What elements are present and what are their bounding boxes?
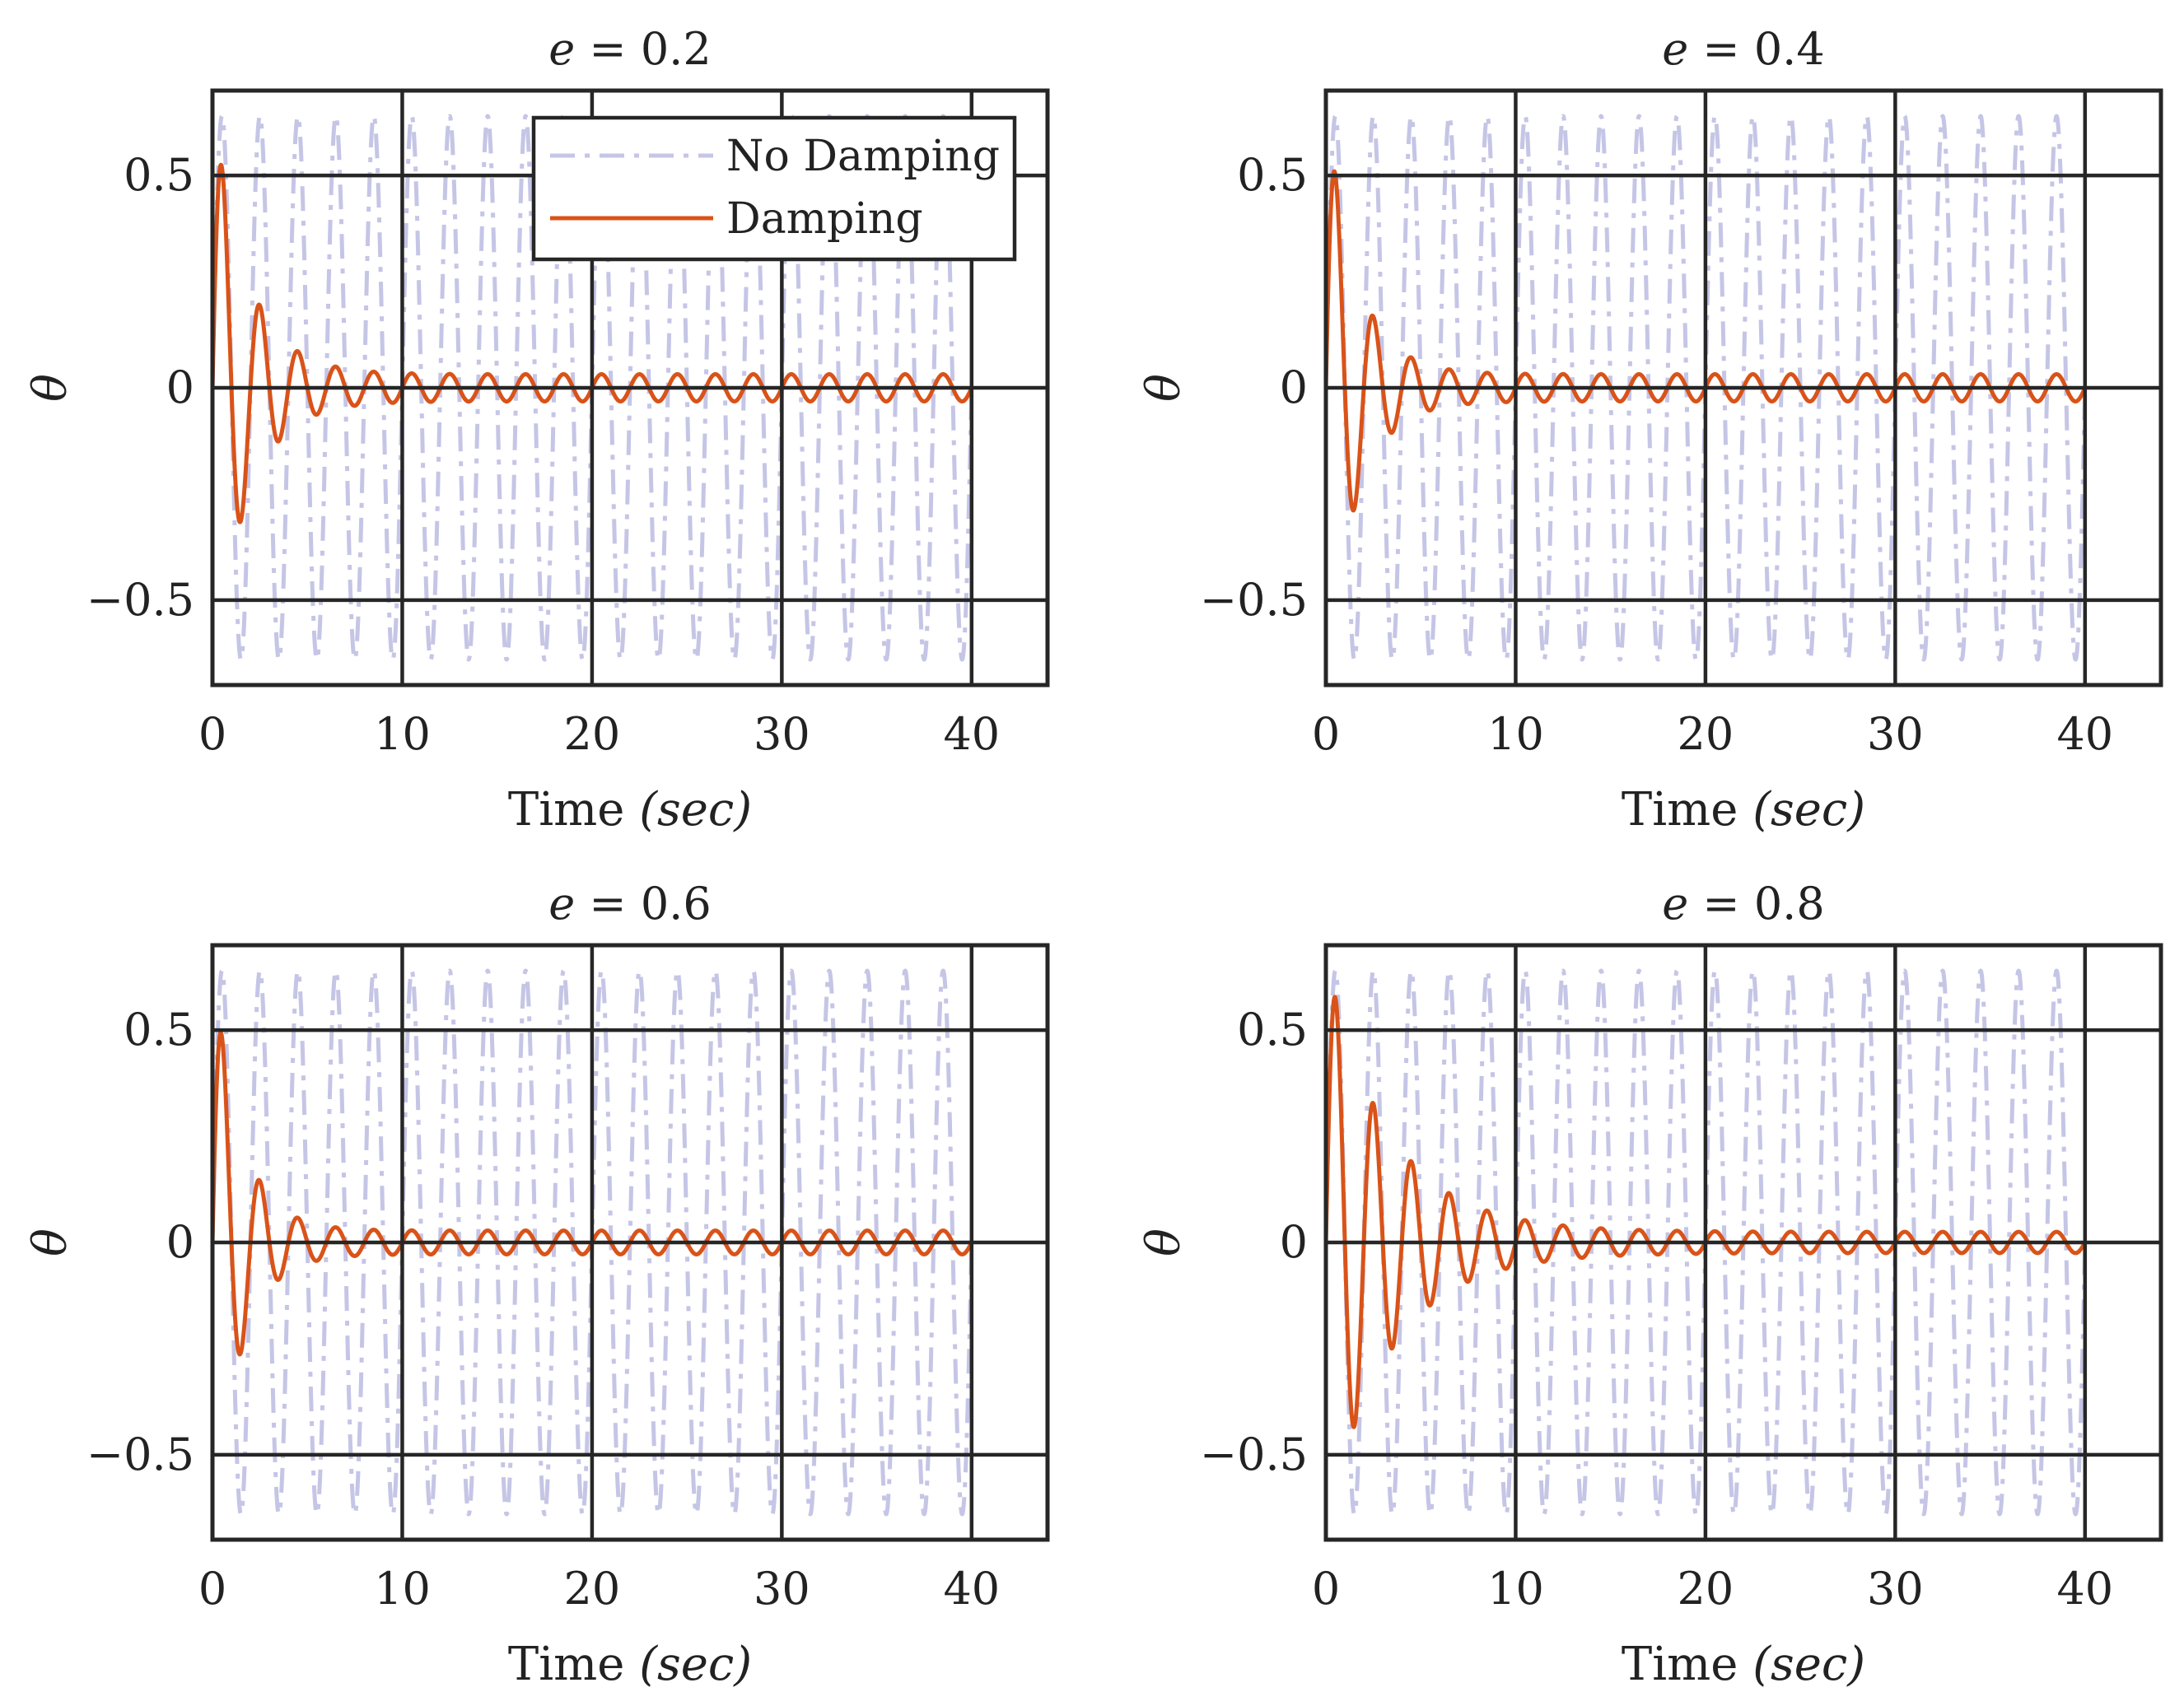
axes-frame (210, 88, 1050, 688)
legend: No Damping Damping (531, 115, 1017, 262)
x-tick-label: 20 (1678, 1563, 1734, 1615)
x-tick-label: 40 (2056, 708, 2113, 760)
y-axis-label: θ (1137, 374, 1191, 402)
x-axis-label: Time (sec) (508, 1638, 752, 1691)
y-axis-label: θ (1137, 1228, 1191, 1256)
y-tick-label: 0 (166, 361, 194, 413)
x-tick-label: 30 (1867, 708, 1924, 760)
chart-panel-3: 0 10 20 30 40 0.5 0 −0.5 e = 0.6 Time (sec) θ (24, 878, 1050, 1691)
legend-box (531, 115, 1017, 262)
y-tick-label: 0 (1280, 361, 1308, 413)
x-tick-label: 10 (1487, 1563, 1544, 1615)
x-tick-label: 10 (374, 708, 431, 760)
x-tick-label: 20 (564, 708, 621, 760)
y-tick-label: 0.5 (1237, 1004, 1308, 1056)
x-tick-label: 10 (374, 1563, 431, 1615)
axes-frame (1323, 88, 2163, 688)
y-tick-label: 0.5 (124, 149, 194, 201)
chart-panel-2: 0 10 20 30 40 0.5 0 −0.5 e = 0.4 Time (sec) θ (1137, 23, 2163, 837)
chart-title: e = 0.8 (1662, 878, 1824, 930)
x-tick-label: 0 (1312, 708, 1340, 760)
x-tick-label: 40 (943, 708, 1000, 760)
x-axis-label: Time (sec) (1622, 1638, 1865, 1691)
x-tick-label: 30 (754, 708, 810, 760)
x-tick-label: 0 (198, 1563, 226, 1615)
y-tick-label: 0.5 (124, 1004, 194, 1056)
y-axis-label: θ (24, 374, 77, 402)
x-tick-label: 30 (754, 1563, 810, 1615)
chart-panel-4: 0 10 20 30 40 0.5 0 −0.5 e = 0.8 Time (sec) θ (1137, 878, 2163, 1691)
chart-title: e = 0.2 (548, 23, 711, 75)
x-tick-label: 30 (1867, 1563, 1924, 1615)
chart-title: e = 0.6 (548, 878, 711, 930)
x-tick-label: 0 (1312, 1563, 1340, 1615)
axes-frame (210, 943, 1050, 1542)
x-tick-label: 20 (1678, 708, 1734, 760)
y-tick-label: −0.5 (1200, 574, 1308, 626)
legend-label: Damping (726, 194, 923, 244)
chart-title: e = 0.4 (1662, 23, 1824, 75)
y-tick-label: 0 (1280, 1216, 1308, 1268)
chart-panel-1: 0 10 20 30 40 0.5 0 −0.5 e = 0.2 Time (sec) θ No Da… (24, 23, 1050, 837)
x-tick-label: 40 (2056, 1563, 2113, 1615)
y-tick-label: −0.5 (86, 574, 194, 626)
y-axis-label: θ (24, 1228, 77, 1256)
x-tick-label: 0 (198, 708, 226, 760)
y-tick-label: −0.5 (86, 1429, 194, 1480)
x-axis-label: Time (sec) (508, 783, 752, 837)
y-tick-label: 0.5 (1237, 149, 1308, 201)
y-tick-label: −0.5 (1200, 1429, 1308, 1480)
x-axis-label: Time (sec) (1622, 783, 1865, 837)
x-tick-label: 10 (1487, 708, 1544, 760)
x-tick-label: 20 (564, 1563, 621, 1615)
y-tick-label: 0 (166, 1216, 194, 1268)
x-tick-label: 40 (943, 1563, 1000, 1615)
legend-label: No Damping (726, 132, 1000, 181)
axes-frame (1323, 943, 2163, 1542)
